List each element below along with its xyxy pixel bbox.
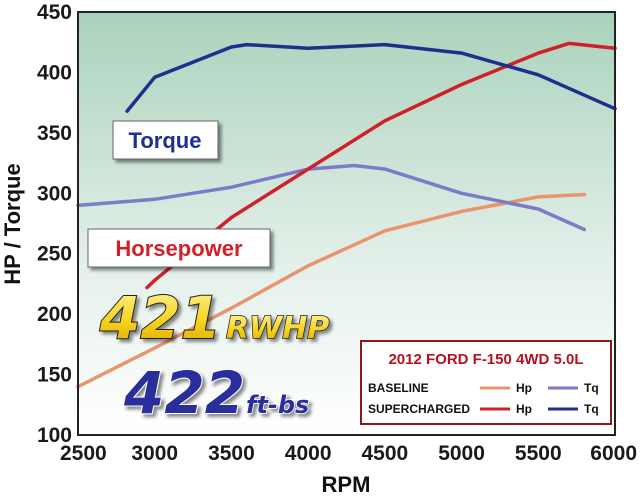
x-tick-label: 3500: [208, 442, 255, 465]
torque-stat: 422 ft-bs: [122, 358, 310, 428]
x-tick-label: 5000: [438, 442, 485, 465]
torque-label: Torque: [129, 128, 202, 153]
legend-supercharged-hp-label: Hp: [516, 402, 532, 416]
x-tick-label: 5500: [515, 442, 562, 465]
x-tick-label: 3000: [131, 442, 178, 465]
legend-supercharged-tq-label: Tq: [584, 402, 599, 416]
rwhp-stat: 421 RWHP: [98, 283, 330, 353]
legend-title: 2012 FORD F-150 4WD 5.0L: [388, 351, 583, 368]
torque-unit: ft-bs: [246, 391, 309, 419]
y-tick-label: 450: [37, 1, 72, 24]
y-tick-label: 150: [37, 364, 72, 387]
series-line-baseline-hp: [76, 192, 587, 389]
series-line-supercharged-tq: [125, 42, 617, 113]
y-tick-label: 300: [37, 182, 72, 205]
series-line-baseline-tq: [76, 163, 587, 232]
y-tick-label: 100: [37, 424, 72, 447]
plot-frame: [77, 11, 616, 436]
y-tick-label: 250: [37, 243, 72, 266]
rwhp-number: 421: [99, 284, 221, 352]
rwhp-unit: RWHP: [226, 311, 329, 346]
legend-baseline-hp-label: Hp: [516, 381, 532, 395]
legend: 2012 FORD F-150 4WD 5.0L BASELINE Hp Tq …: [360, 340, 612, 425]
x-tick-labels: 2500 3000 3500 4000 4500 5000 5500 6000: [60, 442, 637, 465]
x-tick-label: 4500: [361, 442, 408, 465]
torque-number: 422: [123, 359, 245, 427]
legend-baseline-label: BASELINE: [368, 381, 429, 395]
y-tick-labels: 100 150 200 250 300 350 400 450: [37, 1, 72, 447]
legend-supercharged-label: SUPERCHARGED: [368, 402, 470, 416]
x-tick-label: 6000: [590, 442, 637, 465]
torque-label-box: [112, 120, 219, 160]
horsepower-label: Horsepower: [115, 236, 243, 261]
x-tick-label: 4000: [285, 442, 332, 465]
y-tick-label: 400: [37, 61, 72, 84]
y-axis-title: HP / Torque: [0, 163, 25, 284]
y-tick-label: 200: [37, 303, 72, 326]
legend-baseline-tq-label: Tq: [584, 381, 599, 395]
x-tick-label: 2500: [60, 442, 107, 465]
y-tick-label: 350: [37, 122, 72, 145]
x-axis-title: RPM: [322, 472, 371, 497]
horsepower-label-box: [87, 228, 271, 268]
